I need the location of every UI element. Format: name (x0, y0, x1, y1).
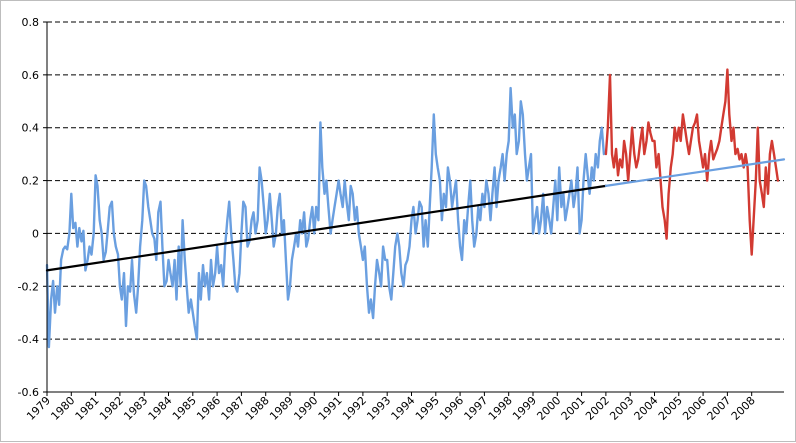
x-tick-label: 1982 (97, 394, 126, 423)
x-tick-label: 1988 (243, 394, 272, 423)
x-tick-label: 1981 (73, 394, 102, 423)
x-tick-label: 2007 (705, 394, 734, 423)
x-tick-label: 2005 (656, 394, 685, 423)
x-tick-label: 1980 (48, 394, 77, 423)
x-tick-label: 1997 (462, 394, 491, 423)
x-tick-label: 1991 (316, 394, 345, 423)
x-tick-label: 2002 (583, 394, 612, 423)
series-line-2 (45, 184, 608, 272)
y-tick-label: 0.2 (22, 175, 40, 188)
x-tick-label: 2004 (632, 394, 661, 423)
x-tick-label: 2003 (607, 394, 636, 423)
x-tick-label: 1994 (389, 394, 418, 423)
x-tick-label: 2001 (559, 394, 588, 423)
axes (46, 22, 784, 396)
y-tick-label: 0.8 (22, 16, 40, 29)
series-line-3 (604, 158, 786, 187)
x-tick-label: 2008 (729, 394, 758, 423)
x-tick-label: 2000 (534, 394, 563, 423)
y-tick-label: 0.4 (22, 122, 40, 135)
y-tick-labels: 0.8 0.6 0.4 0.2 0 -0.2 -0.4 -0.6 (18, 16, 39, 399)
x-tick-label: 2006 (680, 394, 709, 423)
y-tick-label: -0.6 (18, 386, 39, 399)
x-tick-label: 1999 (510, 394, 539, 423)
x-tick-label: 1989 (267, 394, 296, 423)
y-tick-label: -0.2 (18, 280, 39, 293)
x-tick-label: 1993 (364, 394, 393, 423)
x-tick-label: 1983 (121, 394, 150, 423)
x-tick-label: 1990 (291, 394, 320, 423)
y-tick-label: 0.6 (22, 69, 40, 82)
x-tick-label: 1987 (219, 394, 248, 423)
x-tick-label: 1995 (413, 394, 442, 423)
series-line-1 (604, 68, 780, 256)
series-line-0 (45, 86, 606, 349)
x-tick-labels: 1979198019811982198319841985198619871988… (24, 394, 758, 423)
x-tick-label: 1992 (340, 394, 369, 423)
x-tick-label: 1996 (437, 394, 466, 423)
x-tick-label: 1985 (170, 394, 199, 423)
x-tick-label: 1984 (146, 394, 175, 423)
y-tick-label: 0 (32, 227, 39, 240)
series-layer (45, 68, 786, 349)
gridlines (43, 21, 784, 393)
y-tick-label: -0.4 (18, 333, 39, 346)
x-tick-label: 1986 (194, 394, 223, 423)
x-tick-label: 1998 (486, 394, 515, 423)
